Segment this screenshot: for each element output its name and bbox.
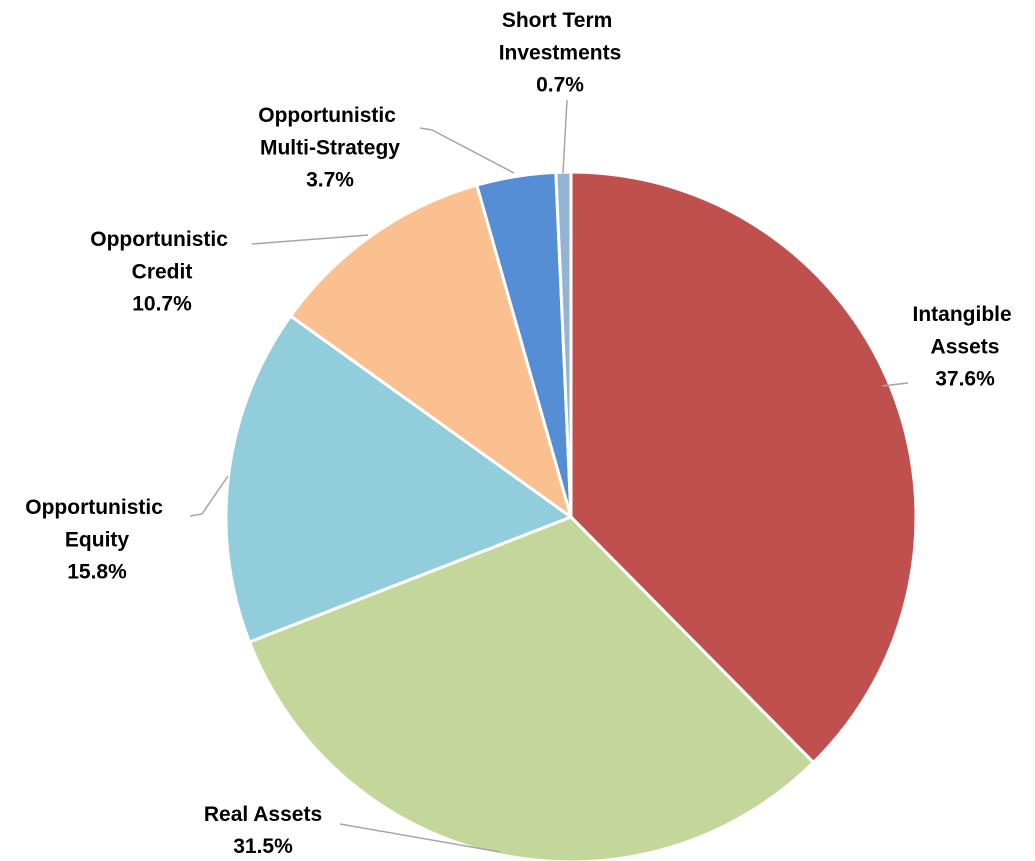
slice-value-label: 3.7% [306,169,354,192]
leader-line [562,99,568,174]
pie-slice [247,515,816,861]
slice-label: Opportunistic Credit [90,228,234,284]
slice-value-label: 10.7% [132,293,192,316]
slice-label: Real Assets [204,803,322,826]
leader-line [339,823,501,853]
slice-label: Opportunistic Equity [25,496,169,552]
slice-value-label: 31.5% [233,835,293,858]
slice-value-label: 0.7% [536,74,584,97]
pie-slice [224,313,575,644]
leader-line [419,127,515,174]
slice-label: Intangible Assets [913,303,1018,359]
slice-value-label: 37.6% [935,368,995,391]
slice-label: Opportunistic Multi-Strategy [258,104,402,160]
leader-line [881,382,909,387]
pie-slice [569,170,918,765]
leader-line [251,234,369,245]
slice-value-label: 15.8% [67,561,127,584]
pie-slice [288,183,574,521]
leader-line [189,475,229,517]
slice-label: Short Term Investments [499,9,622,65]
